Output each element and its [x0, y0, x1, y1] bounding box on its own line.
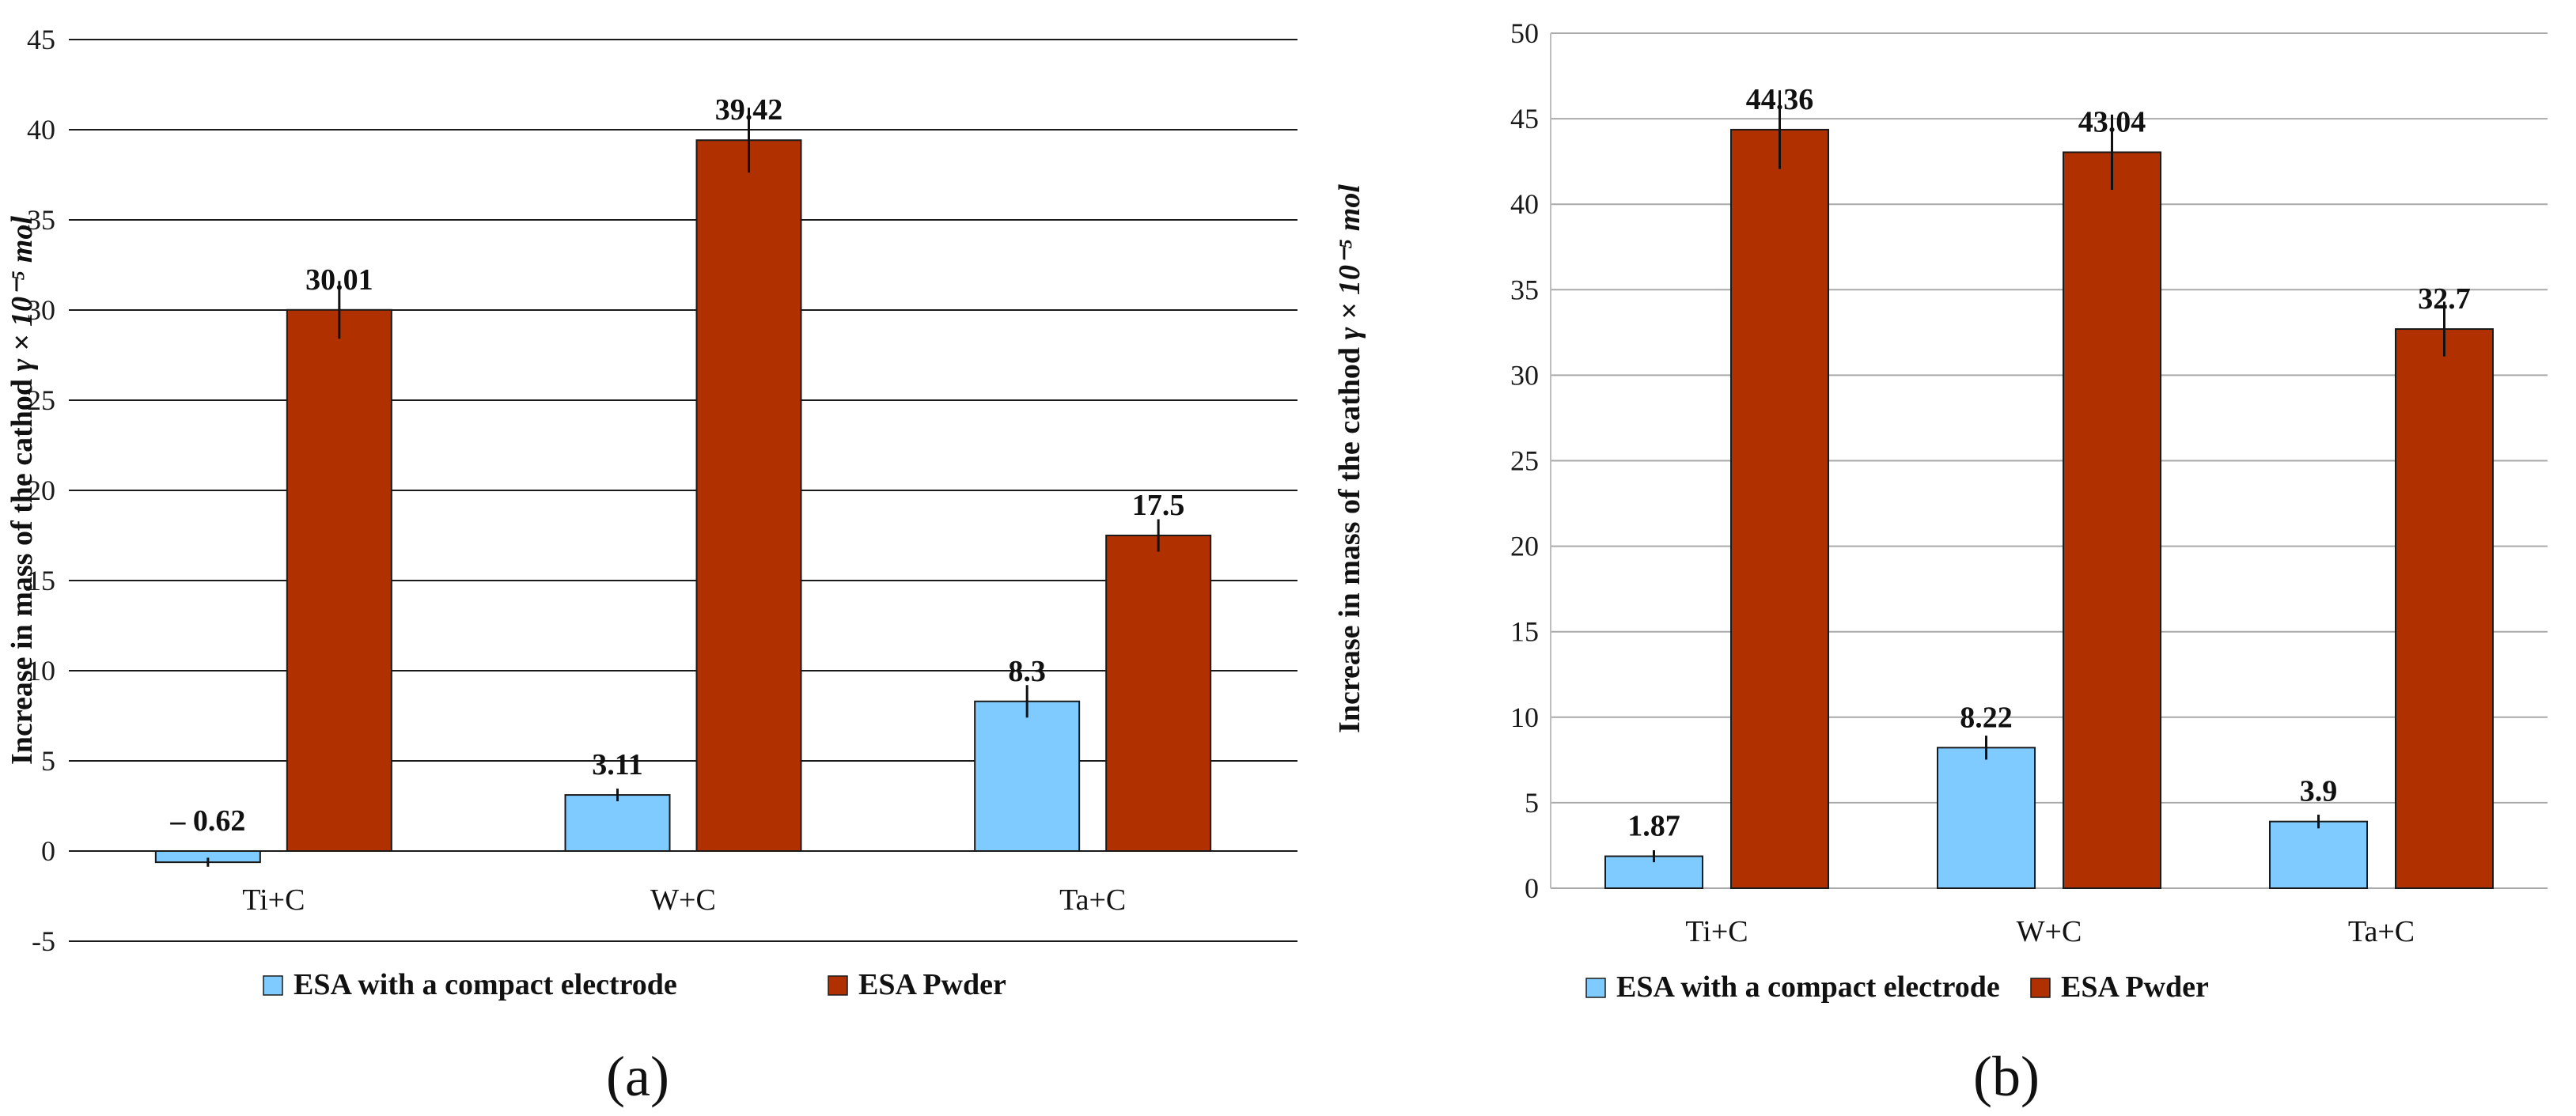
y-tick-label: 30	[1510, 359, 1539, 391]
y-tick-label: 45	[1510, 103, 1539, 134]
y-axis-title: Increase in mass of the cathod γ × 10⁻⁵ …	[6, 216, 39, 765]
bar-powder-ta-c	[2395, 328, 2494, 889]
chart-panel-a: -5 0 5 10 15 20 25 30 35 40 45 Increase in mass of …	[6, 24, 1297, 1108]
y-tick-label: 25	[1510, 445, 1539, 477]
y-axis-title: Increase in mass of the cathod γ × 10⁻⁵ …	[1333, 184, 1366, 733]
legend-label: ESA Pwder	[858, 968, 1006, 1001]
bar-powder-w-c	[695, 139, 802, 852]
bar-compact-w-c	[1937, 747, 2036, 890]
data-label: 8.22	[1960, 701, 2013, 734]
legend-swatch	[1585, 978, 1606, 998]
bar-powder-w-c	[2063, 151, 2161, 889]
y-tick-label: 50	[1510, 17, 1539, 49]
y-tick-label: 35	[27, 204, 55, 236]
y-tick-label: 45	[27, 24, 55, 55]
data-label: 32.7	[2418, 282, 2471, 316]
chart-panel-b: 0 5 10 15 20 25 30 35 40 45 50 Increase in mass of …	[1313, 0, 2576, 1116]
data-label: 43.04	[2078, 105, 2146, 138]
legend-label: ESA with a compact electrode	[294, 968, 677, 1001]
y-tick-label: 0	[1525, 872, 1539, 904]
y-tick-label: 10	[1510, 702, 1539, 733]
x-category-label: Ta+C	[1059, 883, 1126, 917]
bar-compact-ta-c	[2269, 820, 2368, 890]
y-axis-title-text: Increase in mass of the cathod	[6, 371, 39, 765]
y-tick-label: 0	[41, 835, 55, 867]
legend-label: ESA Pwder	[2061, 970, 2209, 1004]
y-axis-title-text: Increase in mass of the cathod	[1333, 339, 1366, 733]
data-label: 30.01	[305, 263, 373, 297]
y-axis-title-symbol: γ × 10⁻⁵ mol	[1333, 184, 1366, 340]
y-tick-label: 25	[27, 384, 55, 416]
legend-label: ESA with a compact electrode	[1616, 970, 2000, 1004]
y-tick-label: 10	[27, 655, 55, 687]
legend-swatch	[828, 975, 848, 996]
y-tick-label: 5	[41, 745, 55, 777]
x-category-label: Ti+C	[1685, 915, 1748, 948]
bar-compact-w-c	[564, 794, 671, 852]
y-tick-label: 40	[1510, 188, 1539, 220]
y-tick-label: 15	[1510, 616, 1539, 648]
y-tick-label: 5	[1525, 787, 1539, 819]
data-label: 39.42	[715, 93, 783, 127]
data-label: 1.87	[1627, 810, 1680, 843]
x-category-label: W+C	[650, 883, 716, 917]
data-label: 3.11	[592, 748, 642, 781]
y-tick-label: 40	[27, 114, 55, 146]
data-label: – 0.62	[169, 804, 245, 838]
data-label: 8.3	[1008, 655, 1046, 688]
data-label: 3.9	[2300, 775, 2338, 808]
panel-label: (b)	[1973, 1045, 2040, 1108]
bar-powder-ti-c	[286, 308, 392, 853]
y-axis-title-symbol: γ × 10⁻⁵ mol	[6, 216, 39, 372]
bar-powder-ti-c	[1730, 128, 1829, 889]
chart-a-svg: -5 0 5 10 15 20 25 30 35 40 45 Increase in mass of …	[6, 24, 1297, 1108]
bar-compact-ta-c	[974, 700, 1081, 853]
x-category-label: W+C	[2017, 915, 2082, 948]
y-tick-label: 20	[27, 475, 55, 506]
y-tick-label: 20	[1510, 531, 1539, 562]
legend-swatch	[2030, 978, 2051, 998]
panel-label: (a)	[606, 1045, 669, 1108]
x-category-label: Ta+C	[2348, 915, 2415, 948]
legend-swatch	[263, 975, 283, 996]
x-category-label: Ti+C	[242, 883, 305, 917]
y-tick-label: 15	[27, 565, 55, 596]
bar-powder-ta-c	[1105, 535, 1212, 852]
y-tick-label: 30	[27, 294, 55, 326]
data-label: 17.5	[1132, 489, 1185, 522]
y-tick-label: -5	[32, 925, 55, 957]
y-tick-label: 35	[1510, 274, 1539, 305]
data-label: 44.36	[1746, 83, 1814, 116]
chart-b-svg: 0 5 10 15 20 25 30 35 40 45 50 Increase in mass of …	[1333, 17, 2548, 1108]
